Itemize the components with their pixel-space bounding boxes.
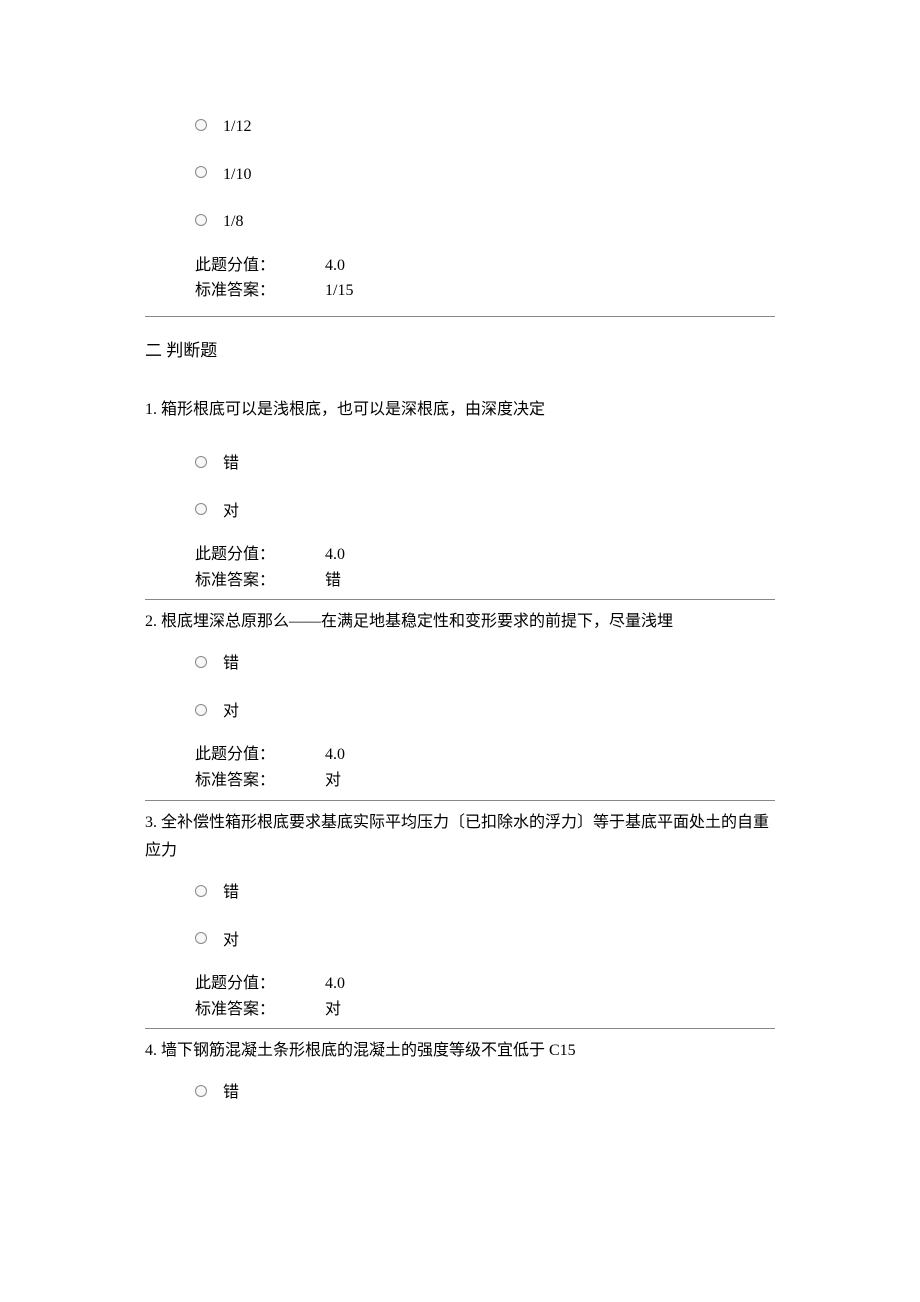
tf-question-block: 3. 全补偿性箱形根底要求基底实际平均压力〔已扣除水的浮力〕等于基底平面处土的自… [145,809,775,1023]
answer-label: 标准答案： [195,768,325,794]
answer-label: 标准答案： [195,568,325,594]
tf-question-block: 4. 墙下钢筋混凝土条形根底的混凝土的强度等级不宜低于 C15 错 [145,1037,775,1105]
score-row: 此题分值： 4.0 [145,253,775,279]
question-text: 4. 墙下钢筋混凝土条形根底的混凝土的强度等级不宜低于 C15 [145,1037,775,1066]
mc-option-text: 1/8 [223,205,243,235]
tf-option-false: 错 [223,1076,239,1106]
question-text: 1. 箱形根底可以是浅根底，也可以是深根底，由深度决定 [145,396,775,425]
tf-question-block: 2. 根底埋深总原那么——在满足地基稳定性和变形要求的前提下，尽量浅埋 错 对 … [145,608,775,793]
tf-option-row[interactable]: 对 [145,695,775,725]
tf-option-true: 对 [223,495,239,525]
question-number: 1. [145,401,157,418]
answer-value: 对 [325,768,341,794]
answer-row: 标准答案： 1/15 [145,278,775,304]
question-body: 墙下钢筋混凝土条形根底的混凝土的强度等级不宜低于 C15 [161,1042,576,1059]
question-body: 箱形根底可以是浅根底，也可以是深根底，由深度决定 [161,401,545,418]
tf-option-row[interactable]: 错 [145,876,775,906]
score-row: 此题分值： 4.0 [145,742,775,768]
radio-icon [195,885,207,897]
section-title: 二 判断题 [145,337,775,364]
score-row: 此题分值： 4.0 [145,971,775,997]
tf-option-row[interactable]: 对 [145,495,775,525]
radio-icon [195,503,207,515]
answer-label: 标准答案： [195,997,325,1023]
tf-option-false: 错 [223,647,239,677]
answer-row: 标准答案： 对 [145,768,775,794]
mc-option-text: 1/10 [223,158,251,188]
score-value: 4.0 [325,971,345,997]
divider [145,316,775,317]
score-value: 4.0 [325,253,345,279]
answer-row: 标准答案： 错 [145,568,775,594]
tf-option-row[interactable]: 错 [145,1076,775,1106]
score-label: 此题分值： [195,971,325,997]
tf-option-false: 错 [223,876,239,906]
radio-icon [195,456,207,468]
score-value: 4.0 [325,542,345,568]
question-body: 全补偿性箱形根底要求基底实际平均压力〔已扣除水的浮力〕等于基底平面处土的自重应力 [145,814,769,860]
question-number: 4. [145,1042,157,1059]
radio-icon [195,1085,207,1097]
answer-value: 对 [325,997,341,1023]
tf-option-false: 错 [223,447,239,477]
score-label: 此题分值： [195,742,325,768]
divider [145,1028,775,1029]
score-value: 4.0 [325,742,345,768]
score-label: 此题分值： [195,542,325,568]
mc-option-row[interactable]: 1/10 [145,158,775,188]
score-row: 此题分值： 4.0 [145,542,775,568]
question-text: 3. 全补偿性箱形根底要求基底实际平均压力〔已扣除水的浮力〕等于基底平面处土的自… [145,809,775,867]
radio-icon [195,704,207,716]
question-number: 3. [145,814,157,831]
tf-option-row[interactable]: 错 [145,447,775,477]
radio-icon [195,932,207,944]
answer-label: 标准答案： [195,278,325,304]
tf-option-true: 对 [223,695,239,725]
radio-icon [195,656,207,668]
radio-icon [195,166,207,178]
mc-option-row[interactable]: 1/8 [145,205,775,235]
question-text: 2. 根底埋深总原那么——在满足地基稳定性和变形要求的前提下，尽量浅埋 [145,608,775,637]
radio-icon [195,119,207,131]
tf-option-row[interactable]: 对 [145,924,775,954]
tf-option-row[interactable]: 错 [145,647,775,677]
answer-value: 错 [325,568,341,594]
tf-question-block: 1. 箱形根底可以是浅根底，也可以是深根底，由深度决定 错 对 此题分值： 4.… [145,396,775,593]
question-body: 根底埋深总原那么——在满足地基稳定性和变形要求的前提下，尽量浅埋 [161,613,673,630]
mc-option-text: 1/12 [223,110,251,140]
radio-icon [195,214,207,226]
score-label: 此题分值： [195,253,325,279]
divider [145,599,775,600]
tf-option-true: 对 [223,924,239,954]
mc-option-row[interactable]: 1/12 [145,110,775,140]
divider [145,800,775,801]
answer-value: 1/15 [325,278,353,304]
question-number: 2. [145,613,157,630]
mc-question-block: 1/12 1/10 1/8 此题分值： 4.0 标准答案： 1/15 [145,110,775,304]
answer-row: 标准答案： 对 [145,997,775,1023]
